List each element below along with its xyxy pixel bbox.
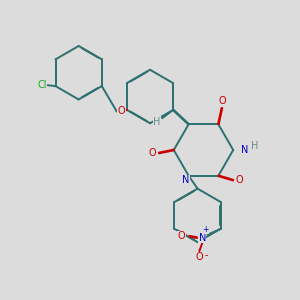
Text: N: N bbox=[241, 145, 248, 155]
Text: N: N bbox=[182, 175, 189, 185]
Text: +: + bbox=[203, 225, 209, 234]
Text: Cl: Cl bbox=[38, 80, 47, 90]
Text: O: O bbox=[148, 148, 156, 158]
Text: H: H bbox=[153, 117, 160, 127]
Text: H: H bbox=[251, 141, 258, 152]
Text: O: O bbox=[178, 231, 185, 241]
Text: -: - bbox=[204, 250, 208, 260]
Text: O: O bbox=[196, 252, 203, 262]
Text: O: O bbox=[236, 175, 244, 185]
Text: O: O bbox=[118, 106, 126, 116]
Text: N: N bbox=[199, 233, 206, 243]
Text: O: O bbox=[218, 96, 226, 106]
